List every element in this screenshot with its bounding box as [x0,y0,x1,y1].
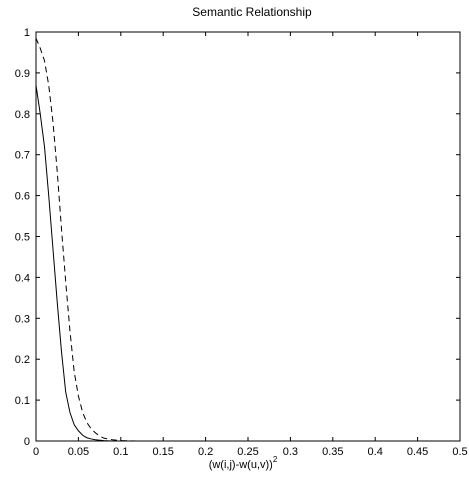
x-tick-label: 0.4 [368,446,383,458]
plot-area-frame [35,31,461,442]
series-line-dashed [35,37,384,442]
x-tick-label: 0.3 [283,446,298,458]
y-tick-label: 0.9 [15,68,30,80]
x-tick-label: 0.45 [407,446,428,458]
x-tick-label: 0.2 [198,446,213,458]
x-axis-label-base: (w(i,j)-w(u,v)) [209,459,273,471]
y-tick-label: 0.7 [15,150,30,162]
x-axis-label-superscript: 2 [273,455,278,464]
x-tick-label: 0.35 [322,446,343,458]
y-tick-label: 1 [24,27,30,39]
x-tick-label: 0.25 [237,446,258,458]
x-tick-label: 0.15 [152,446,173,458]
y-tick-label: 0 [24,436,30,448]
y-axis-ticks: 0 0.1 0.2 0.3 0.4 0.5 0.6 0.7 0.8 0.9 1 [15,27,460,448]
x-tick-label: 0 [33,446,39,458]
x-axis-ticks: 0 0.05 0.1 0.15 0.2 0.25 0.3 0.35 0.4 0.45 0.5 [33,32,468,458]
x-axis-label: (w(i,j)-w(u,v))2 [209,455,278,471]
y-tick-label: 0.5 [15,232,30,244]
y-tick-label: 0.3 [15,313,30,325]
y-tick-label: 0.4 [15,272,30,284]
chart-title: Semantic Relationship [192,5,312,19]
y-tick-label: 0.6 [15,191,30,203]
x-tick-label: 0.1 [113,446,128,458]
y-tick-label: 0.2 [15,354,30,366]
y-tick-label: 0.1 [15,395,30,407]
y-tick-label: 0.8 [15,109,30,121]
x-tick-label: 0.05 [68,446,89,458]
x-tick-label: 0.5 [452,446,467,458]
